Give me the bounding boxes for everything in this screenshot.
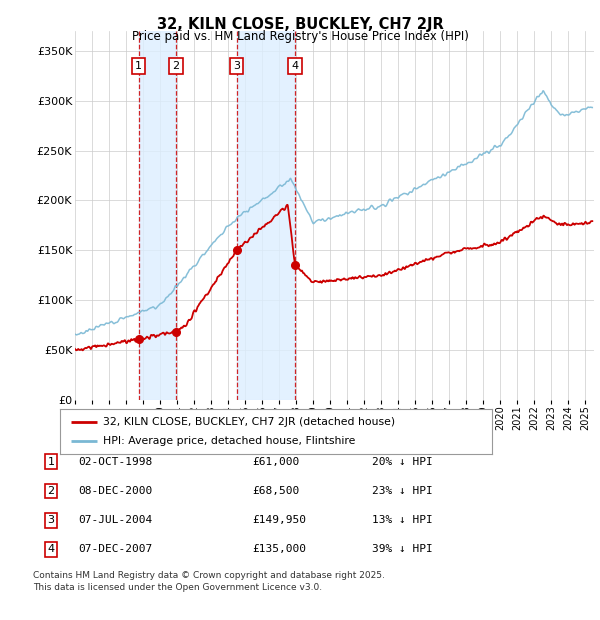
Text: 02-OCT-1998: 02-OCT-1998 — [78, 457, 152, 467]
Text: 32, KILN CLOSE, BUCKLEY, CH7 2JR: 32, KILN CLOSE, BUCKLEY, CH7 2JR — [157, 17, 443, 32]
Text: £68,500: £68,500 — [252, 486, 299, 496]
Text: 1: 1 — [47, 457, 55, 467]
Text: £149,950: £149,950 — [252, 515, 306, 525]
Text: 23% ↓ HPI: 23% ↓ HPI — [372, 486, 433, 496]
Bar — [237, 31, 295, 400]
Text: 07-DEC-2007: 07-DEC-2007 — [78, 544, 152, 554]
Text: Contains HM Land Registry data © Crown copyright and database right 2025.: Contains HM Land Registry data © Crown c… — [33, 570, 385, 580]
Text: £61,000: £61,000 — [252, 457, 299, 467]
Text: 1: 1 — [136, 61, 142, 71]
Text: HPI: Average price, detached house, Flintshire: HPI: Average price, detached house, Flin… — [103, 436, 356, 446]
Text: 3: 3 — [47, 515, 55, 525]
Text: 32, KILN CLOSE, BUCKLEY, CH7 2JR (detached house): 32, KILN CLOSE, BUCKLEY, CH7 2JR (detach… — [103, 417, 395, 427]
Text: This data is licensed under the Open Government Licence v3.0.: This data is licensed under the Open Gov… — [33, 583, 322, 592]
Text: £135,000: £135,000 — [252, 544, 306, 554]
Text: 2: 2 — [47, 486, 55, 496]
Text: 13% ↓ HPI: 13% ↓ HPI — [372, 515, 433, 525]
Text: 39% ↓ HPI: 39% ↓ HPI — [372, 544, 433, 554]
Text: 08-DEC-2000: 08-DEC-2000 — [78, 486, 152, 496]
Text: 4: 4 — [47, 544, 55, 554]
Text: 07-JUL-2004: 07-JUL-2004 — [78, 515, 152, 525]
Text: 3: 3 — [233, 61, 241, 71]
Text: 2: 2 — [172, 61, 179, 71]
Text: 4: 4 — [292, 61, 299, 71]
Text: 20% ↓ HPI: 20% ↓ HPI — [372, 457, 433, 467]
Text: Price paid vs. HM Land Registry's House Price Index (HPI): Price paid vs. HM Land Registry's House … — [131, 30, 469, 43]
Bar — [139, 31, 176, 400]
